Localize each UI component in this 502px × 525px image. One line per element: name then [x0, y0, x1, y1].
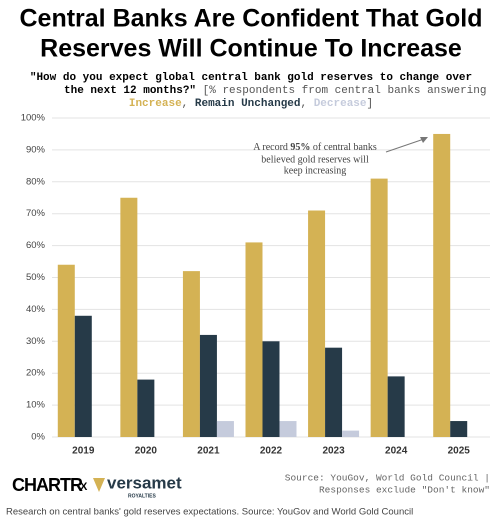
x-tick-label: 2019: [72, 446, 95, 457]
annotation-text: believed gold reserves will: [261, 154, 369, 165]
annotation-text: keep increasing: [284, 165, 346, 176]
bar: [120, 197, 138, 437]
bar: [245, 242, 263, 437]
logo-mark: [93, 478, 105, 492]
logo: ROYALTIES: [128, 493, 156, 499]
x-tick-label: 2025: [448, 446, 471, 457]
bar: [137, 379, 155, 437]
y-tick-label: 100%: [21, 113, 46, 124]
logo: X: [80, 481, 88, 493]
x-tick-label: 2023: [322, 446, 345, 457]
subtitle-note: [% respondents from central banks answer…: [203, 85, 487, 97]
arrowhead: [420, 137, 428, 143]
chart-title: Reserves Will Continue To Increase: [40, 35, 462, 63]
y-tick-label: 30%: [26, 336, 46, 347]
annotation-text: of central banks: [313, 142, 377, 153]
bar: [450, 421, 468, 437]
x-tick-label: 2022: [260, 446, 283, 457]
bar: [308, 210, 326, 437]
annotation-arrow: [385, 138, 425, 153]
bar: [74, 315, 92, 437]
annotation-line: A record 95% of central banks: [253, 142, 377, 153]
y-tick-label: 20%: [26, 368, 46, 379]
source: Source: YouGov, World Gold Council |: [285, 473, 490, 484]
legend-separator: ,: [301, 98, 314, 110]
caption: Research on central banks' gold reserves…: [6, 507, 413, 518]
annotation-text: A record: [253, 142, 288, 153]
bar: [387, 376, 405, 437]
bar: [57, 264, 75, 437]
y-tick-label: 80%: [26, 176, 46, 187]
plot: 0% 10% 20% 30% 40% 50% 60% 70% 80% 90% 100% 2019 202…: [21, 113, 490, 457]
bar: [199, 334, 217, 437]
source: Responses exclude "Don't know": [319, 485, 490, 496]
legend-entry: Remain Unchanged: [195, 98, 301, 110]
x-tick-label: 2020: [135, 446, 158, 457]
bar: [342, 430, 360, 437]
y-tick-label: 10%: [26, 400, 46, 411]
subtitle: the next 12 months?" [% respondents from…: [64, 85, 487, 97]
bar: [279, 421, 297, 437]
y-tick-label: 40%: [26, 304, 46, 315]
x-tick-label: 2021: [197, 446, 220, 457]
y-tick-label: 70%: [26, 208, 46, 219]
bar: [262, 341, 280, 437]
logo: versamet: [107, 473, 182, 492]
bar: [216, 421, 234, 437]
y-tick-label: 50%: [26, 272, 46, 283]
y-tick-label: 60%: [26, 240, 46, 251]
bar: [433, 133, 451, 437]
bar: [370, 178, 388, 438]
logo: CHARTR: [12, 475, 83, 495]
legend: Increase, Remain Unchanged, Decrease]: [129, 98, 373, 110]
question: the next 12 months?": [64, 85, 196, 97]
legend-end: ]: [367, 98, 374, 110]
y-tick-label: 90%: [26, 144, 46, 155]
y-tick-label: 0%: [31, 432, 45, 443]
legend-entry: Decrease: [314, 98, 367, 110]
annotation-text: 95%: [290, 142, 310, 153]
chart-title: Central Banks Are Confident That Gold: [19, 5, 482, 33]
question: "How do you expect global central bank g…: [30, 72, 472, 84]
x-tick-label: 2024: [385, 446, 408, 457]
legend-separator: ,: [182, 98, 195, 110]
legend-entry: Increase: [129, 98, 182, 110]
bar: [325, 347, 343, 437]
bar: [182, 271, 200, 437]
annotation: A record 95% of central banks believed g…: [253, 137, 428, 176]
